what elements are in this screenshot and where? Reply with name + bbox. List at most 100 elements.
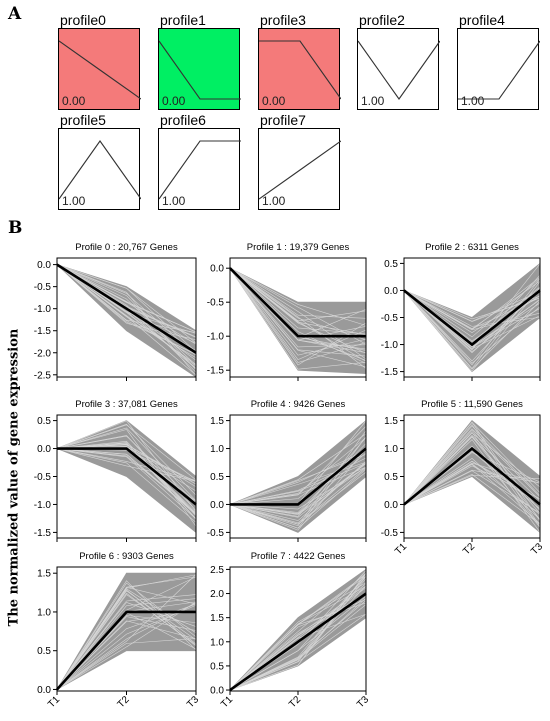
gene-line bbox=[56, 264, 197, 370]
gene-line bbox=[56, 448, 197, 481]
chart-title: Profile 0 : 20,767 Genes bbox=[75, 242, 178, 253]
y-tick-label: 1.5 bbox=[210, 416, 224, 427]
gene-line bbox=[403, 475, 541, 505]
gene-line bbox=[56, 444, 197, 485]
gene-line bbox=[403, 460, 541, 505]
y-tick-label: 1.0 bbox=[210, 637, 224, 648]
gene-line bbox=[229, 593, 367, 691]
y-tick-label: 0.0 bbox=[210, 264, 224, 275]
gene-line bbox=[229, 268, 367, 360]
profile-title: profile7 bbox=[260, 112, 306, 128]
profile-box: 1.00 bbox=[258, 128, 341, 210]
y-tick-label: 1.0 bbox=[37, 607, 51, 618]
profile-title: profile1 bbox=[160, 12, 206, 28]
y-tick-label: -2.0 bbox=[34, 348, 52, 359]
mean-profile-line bbox=[57, 447, 197, 506]
gene-line bbox=[229, 582, 367, 691]
y-tick-label: 0.0 bbox=[37, 444, 51, 455]
y-tick-label: 0.0 bbox=[210, 686, 224, 697]
profile-value: 0.00 bbox=[262, 94, 286, 108]
profile-box: 0.00 bbox=[258, 28, 341, 110]
y-tick-label: -0.5 bbox=[381, 313, 399, 324]
gene-line bbox=[403, 425, 541, 505]
gene-line bbox=[229, 268, 367, 356]
x-tick-label: T3 bbox=[355, 694, 371, 710]
profile-trend-line bbox=[458, 40, 540, 100]
profile-box: 0.00 bbox=[158, 28, 241, 110]
gene-line bbox=[403, 457, 541, 520]
mean-profile-line bbox=[403, 446, 541, 506]
gene-line bbox=[229, 463, 367, 518]
y-tick-label: 0.5 bbox=[37, 416, 51, 427]
gene-line bbox=[229, 597, 367, 691]
y-tick-label: -1.5 bbox=[207, 366, 225, 377]
gene-line bbox=[229, 267, 367, 319]
gene-line bbox=[403, 432, 541, 505]
gene-line bbox=[56, 604, 197, 690]
y-tick-label: 0.5 bbox=[384, 472, 398, 483]
panel-a-label: A bbox=[8, 4, 22, 24]
gene-line bbox=[403, 287, 541, 372]
gene-line bbox=[56, 590, 197, 690]
profile-box: 1.00 bbox=[158, 128, 241, 210]
profile-title: profile3 bbox=[260, 12, 306, 28]
y-tick-label: -0.5 bbox=[207, 528, 225, 539]
mean-profile-line bbox=[403, 289, 541, 347]
gene-line bbox=[56, 580, 197, 690]
chart-title: Profile 5 : 11,590 Genes bbox=[421, 399, 523, 410]
y-tick-label: -0.5 bbox=[381, 528, 399, 539]
gene-line bbox=[229, 267, 367, 360]
gene-line bbox=[56, 582, 197, 690]
gene-line bbox=[403, 290, 541, 320]
y-tick-label: -1.0 bbox=[34, 500, 52, 511]
gene-line bbox=[56, 427, 197, 501]
gene-line bbox=[56, 602, 197, 690]
gene-line bbox=[56, 588, 197, 690]
gene-line bbox=[229, 267, 367, 335]
gene-line bbox=[403, 276, 541, 331]
gene-line bbox=[229, 268, 367, 348]
gene-line bbox=[229, 430, 367, 527]
profile-value: 1.00 bbox=[262, 194, 286, 208]
gene-line bbox=[229, 578, 367, 691]
mean-profile-line bbox=[56, 610, 196, 691]
gene-line bbox=[229, 437, 367, 505]
y-tick-label: -1.5 bbox=[34, 326, 52, 337]
mean-profile-line bbox=[230, 447, 367, 506]
profile-trend-line bbox=[358, 40, 440, 100]
profile-title: profile2 bbox=[359, 12, 405, 28]
gene-line bbox=[403, 289, 541, 334]
gene-line bbox=[56, 264, 197, 345]
gene-line bbox=[229, 468, 367, 529]
y-tick-label: -1.0 bbox=[381, 340, 399, 351]
gene-line bbox=[403, 436, 541, 514]
gene-line bbox=[229, 461, 367, 505]
gene-line bbox=[403, 290, 541, 327]
gene-line bbox=[229, 267, 367, 335]
mean-profile-line bbox=[229, 267, 366, 338]
gene-line bbox=[56, 264, 197, 353]
gene-line bbox=[56, 448, 197, 514]
gene-line bbox=[229, 268, 367, 368]
panel-b-label: B bbox=[8, 218, 23, 238]
profile-box: 1.00 bbox=[357, 28, 440, 110]
gene-line bbox=[56, 598, 197, 690]
gene-lines bbox=[228, 267, 367, 375]
profile-value: 1.00 bbox=[62, 194, 86, 208]
y-tick-label: 2.0 bbox=[210, 589, 224, 600]
gene-line bbox=[403, 290, 541, 354]
gene-line bbox=[56, 448, 197, 523]
profile-value: 0.00 bbox=[62, 94, 86, 108]
profile-box: 0.00 bbox=[58, 28, 141, 110]
y-tick-label: -1.0 bbox=[207, 332, 225, 343]
y-tick-label: -2.5 bbox=[34, 370, 52, 381]
y-tick-label: -1.5 bbox=[381, 367, 399, 378]
gene-line bbox=[56, 601, 197, 690]
gene-line bbox=[56, 576, 197, 690]
y-tick-label: -1.5 bbox=[34, 528, 52, 539]
gene-line bbox=[229, 471, 367, 525]
gene-line bbox=[403, 290, 541, 370]
y-tick-label: 0.0 bbox=[37, 685, 51, 696]
chart-title: Profile 6 : 9303 Genes bbox=[79, 551, 174, 562]
gene-line bbox=[56, 448, 197, 514]
